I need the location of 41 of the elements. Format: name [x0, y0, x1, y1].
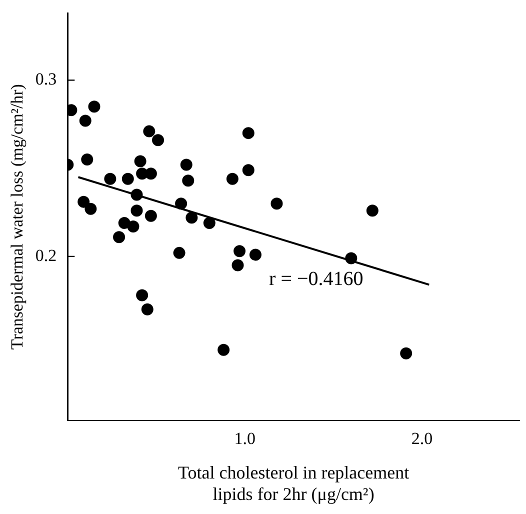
point	[141, 303, 154, 316]
point	[232, 259, 244, 272]
point	[203, 216, 216, 229]
point	[400, 347, 412, 360]
point	[152, 134, 164, 146]
point	[130, 188, 143, 201]
point	[180, 158, 192, 171]
y-tick-label: 0.3	[35, 70, 57, 89]
point	[186, 212, 198, 224]
point	[242, 164, 254, 176]
x-axis-title: Total cholesterol in replacement lipids for 2hr (μg/cm²)	[178, 462, 410, 504]
point	[122, 172, 134, 185]
point	[182, 174, 194, 187]
y-tick-label: 0.2	[35, 246, 57, 265]
point	[366, 204, 378, 217]
point	[79, 114, 92, 127]
point	[242, 127, 254, 140]
point	[113, 231, 126, 244]
y-axis-title: Transepidermal water loss (mg/cm²/hr)	[8, 84, 27, 350]
point	[249, 248, 262, 261]
point	[84, 202, 97, 215]
point	[88, 100, 100, 113]
point	[175, 198, 188, 210]
x-tick-label: 1.0	[234, 429, 256, 448]
point	[143, 125, 156, 138]
point	[173, 246, 186, 259]
point	[226, 172, 238, 185]
point	[81, 154, 94, 166]
point	[134, 155, 146, 168]
point	[130, 204, 143, 217]
point	[270, 198, 283, 210]
x-tick-label: 2.0	[411, 429, 433, 448]
point	[127, 220, 140, 232]
point	[218, 344, 230, 356]
point	[234, 245, 246, 258]
point	[144, 210, 157, 222]
point	[345, 252, 358, 264]
point	[104, 172, 116, 185]
point	[78, 196, 90, 208]
point	[136, 289, 148, 302]
annotation: r = −0.4160	[269, 268, 364, 290]
